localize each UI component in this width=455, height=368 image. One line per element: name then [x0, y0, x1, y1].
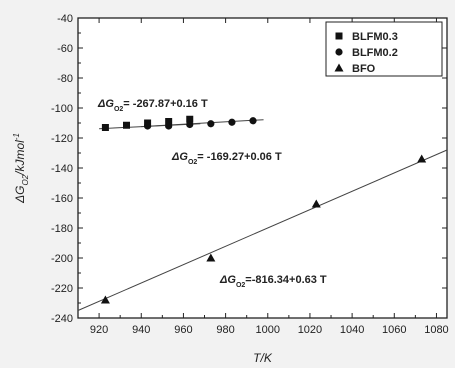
- y-tick-label: -160: [51, 193, 73, 205]
- y-tick-label: -140: [51, 163, 73, 175]
- x-tick-label: 1020: [298, 324, 322, 336]
- y-axis-title-sub: O2: [21, 174, 30, 185]
- legend-label-bfo: BFO: [352, 63, 376, 75]
- fit-line: [77, 149, 448, 311]
- equation-subscript: O2: [236, 282, 245, 289]
- data-point-blfm03: [122, 121, 130, 129]
- y-tick-label: -240: [51, 313, 73, 325]
- legend-label-blfm02: BLFM0.2: [352, 47, 398, 59]
- y-axis-title-unit: /kJmol: [13, 140, 27, 176]
- y-tick-label: -40: [57, 13, 73, 25]
- x-tick-label: 1000: [256, 324, 280, 336]
- legend-marker-blfm03: [335, 32, 343, 40]
- y-tick-label: -220: [51, 283, 73, 295]
- x-tick-label: 1040: [340, 324, 364, 336]
- data-point-blfm02: [165, 122, 173, 130]
- y-axis-title-main: ΔG: [13, 186, 27, 204]
- equation-symbol: ΔG: [219, 274, 236, 286]
- equation-label: ΔGO2= -267.87+0.16 T: [97, 98, 208, 113]
- equation-subscript: O2: [188, 159, 197, 166]
- data-point-blfm02: [249, 117, 257, 125]
- data-point-blfm02: [207, 120, 215, 128]
- x-tick-label: 960: [174, 324, 192, 336]
- y-tick-label: -180: [51, 223, 73, 235]
- equation-label: ΔGO2= -169.27+0.06 T: [171, 151, 282, 166]
- equation-symbol: ΔG: [171, 151, 188, 163]
- fit-line: [141, 119, 264, 128]
- data-point-blfm03: [101, 124, 109, 131]
- data-point-bfo: [311, 199, 321, 208]
- x-tick-label: 940: [132, 324, 150, 336]
- equation-text: =-816.34+0.63 T: [245, 274, 327, 286]
- equation-symbol: ΔG: [97, 98, 114, 110]
- legend-marker-blfm02: [335, 48, 343, 56]
- data-point-blfm02: [186, 120, 194, 129]
- data-point-bfo: [100, 295, 110, 304]
- x-axis-title: T/K: [253, 351, 273, 365]
- legend-box: [325, 21, 443, 77]
- data-point-blfm02: [228, 118, 236, 126]
- data-point-bfo: [206, 253, 216, 262]
- equation-subscript: O2: [114, 106, 123, 113]
- x-tick-label: 980: [216, 324, 234, 336]
- y-tick-label: -100: [51, 103, 73, 115]
- y-axis-title-sup: -1: [12, 133, 21, 140]
- legend-marker-bfo: [334, 63, 344, 72]
- y-tick-label: -60: [57, 43, 73, 55]
- legend-label-blfm03: BLFM0.3: [352, 31, 398, 43]
- data-point-blfm03: [186, 115, 194, 123]
- y-tick-label: -200: [51, 253, 73, 265]
- equation-label: ΔGO2=-816.34+0.63 T: [219, 274, 327, 289]
- x-tick-label: 1080: [424, 324, 448, 336]
- y-tick-label: -120: [51, 133, 73, 145]
- equation-text: = -267.87+0.16 T: [123, 98, 208, 110]
- data-point-blfm03: [165, 118, 173, 125]
- y-tick-label: -80: [57, 73, 73, 85]
- y-axis-title: ΔGO2/kJmol-1: [12, 133, 30, 204]
- equation-text: = -169.27+0.06 T: [197, 151, 282, 163]
- legend: BLFM0.3 BLFM0.2 BFO: [325, 21, 443, 77]
- x-tick-label: 1060: [382, 324, 406, 336]
- data-point-bfo: [417, 154, 427, 163]
- x-tick-label: 920: [90, 324, 108, 336]
- data-point-blfm02: [143, 122, 152, 130]
